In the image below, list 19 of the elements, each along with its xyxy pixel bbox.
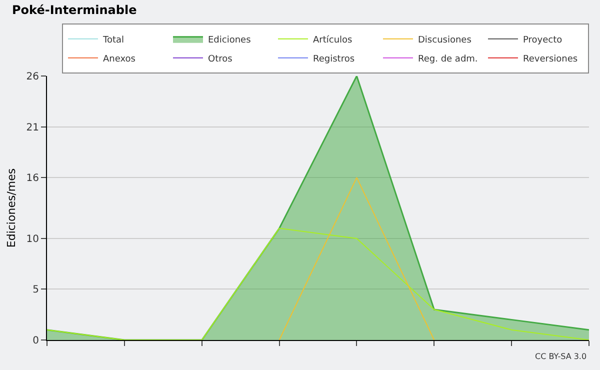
legend-label: Reg. de adm. <box>418 54 478 64</box>
legend-label: Registros <box>313 54 355 64</box>
legend-label: Anexos <box>103 54 136 64</box>
text: CC BY-SA 3.0 <box>535 352 587 361</box>
y-axis-title: Ediciones/mes <box>4 168 18 248</box>
y-tick-label: 16 <box>26 173 39 184</box>
y-tick-label: 26 <box>26 72 39 82</box>
y-tick-label: 5 <box>32 284 39 296</box>
legend-label: Ediciones <box>208 35 252 46</box>
legend-label: Reversiones <box>523 54 578 64</box>
legend-label: Total <box>102 35 124 46</box>
legend-label: Artículos <box>313 34 353 46</box>
chart-title: Poké-Interminable <box>12 2 137 17</box>
legend-label: Discusiones <box>418 35 472 46</box>
y-tick-label: 0 <box>32 336 39 346</box>
y-tick-label: 21 <box>26 122 39 134</box>
legend-label: Proyecto <box>523 35 563 46</box>
legend-label: Otros <box>208 54 233 64</box>
y-tick-label: 10 <box>26 234 39 245</box>
